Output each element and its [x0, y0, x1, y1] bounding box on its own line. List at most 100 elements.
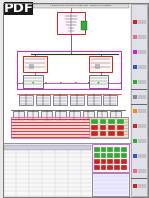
Bar — [11, 134, 128, 135]
Bar — [110, 111, 121, 120]
Bar — [131, 74, 147, 75]
Bar — [92, 144, 129, 172]
Bar — [23, 56, 47, 72]
Bar — [133, 80, 137, 84]
Bar — [13, 111, 24, 120]
Bar — [36, 95, 50, 106]
Bar — [133, 95, 137, 99]
Bar — [19, 95, 33, 106]
Bar — [11, 132, 128, 134]
Bar — [23, 75, 43, 88]
Bar — [91, 131, 98, 136]
Bar — [131, 89, 147, 90]
Bar — [4, 2, 33, 15]
Bar — [133, 20, 137, 24]
Bar — [11, 126, 128, 128]
Bar — [108, 125, 115, 130]
Bar — [89, 117, 128, 138]
Bar — [100, 119, 106, 124]
Bar — [91, 125, 98, 130]
Bar — [91, 119, 98, 124]
Bar — [17, 51, 121, 89]
Bar — [81, 21, 87, 30]
Bar — [114, 153, 120, 158]
Bar — [101, 159, 106, 164]
Text: 1.4MWp Grid Connected Solar Plant - Single Line Diagram: 1.4MWp Grid Connected Solar Plant - Sing… — [50, 5, 111, 6]
Bar — [4, 145, 91, 150]
Bar — [11, 117, 128, 119]
Bar — [11, 120, 128, 122]
Bar — [94, 147, 100, 152]
Bar — [4, 144, 130, 196]
Bar — [121, 153, 127, 158]
Bar — [100, 131, 106, 136]
Bar — [97, 111, 107, 120]
Bar — [87, 95, 101, 106]
Bar — [11, 117, 128, 138]
Circle shape — [32, 82, 34, 84]
Bar — [107, 159, 113, 164]
Bar — [11, 122, 128, 123]
Bar — [107, 147, 113, 152]
Bar — [131, 4, 147, 196]
Bar — [11, 119, 128, 120]
Bar — [94, 183, 128, 186]
Bar — [4, 4, 130, 196]
Bar — [133, 184, 137, 188]
Bar — [89, 56, 112, 72]
Bar — [94, 175, 128, 178]
Circle shape — [60, 82, 62, 84]
Bar — [41, 111, 52, 120]
Bar — [83, 111, 94, 120]
Bar — [11, 135, 128, 137]
Bar — [133, 50, 137, 54]
Bar — [117, 131, 124, 136]
Bar — [94, 187, 128, 190]
Bar — [114, 159, 120, 164]
Bar — [94, 153, 100, 158]
Bar — [94, 165, 100, 170]
Circle shape — [108, 82, 109, 84]
Circle shape — [45, 82, 47, 84]
Bar — [121, 147, 127, 152]
Bar — [94, 159, 100, 164]
Bar — [101, 153, 106, 158]
Circle shape — [120, 82, 122, 84]
Bar — [114, 165, 120, 170]
Bar — [70, 95, 84, 106]
Bar — [11, 128, 128, 129]
Circle shape — [88, 82, 90, 84]
Bar — [133, 109, 137, 113]
Bar — [133, 154, 137, 158]
Bar — [117, 119, 124, 124]
Bar — [133, 139, 137, 143]
Bar — [131, 104, 147, 105]
Bar — [133, 169, 137, 173]
Bar — [101, 147, 106, 152]
Bar — [11, 123, 128, 125]
Bar — [69, 111, 80, 120]
Bar — [94, 191, 128, 194]
Bar — [11, 125, 128, 126]
Bar — [108, 119, 115, 124]
Bar — [33, 4, 129, 8]
Bar — [95, 64, 100, 69]
Bar — [117, 125, 124, 130]
Bar — [11, 131, 128, 132]
Circle shape — [98, 82, 99, 84]
Bar — [29, 64, 34, 69]
Bar — [11, 137, 128, 138]
Bar — [92, 173, 129, 196]
Bar — [11, 129, 128, 131]
Bar — [114, 147, 120, 152]
Circle shape — [75, 82, 77, 84]
Bar — [133, 124, 137, 128]
Bar — [55, 111, 66, 120]
Bar — [57, 12, 85, 34]
Bar — [121, 165, 127, 170]
Bar — [133, 65, 137, 69]
Bar — [107, 165, 113, 170]
Bar — [101, 165, 106, 170]
Bar — [103, 95, 117, 106]
Bar — [121, 159, 127, 164]
